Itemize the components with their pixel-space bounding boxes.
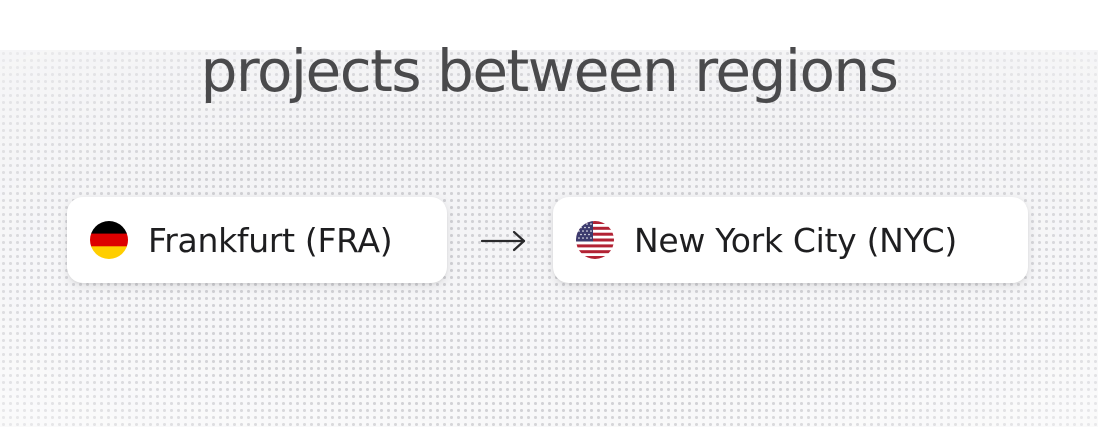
headline: projects between regions [200,37,899,105]
usa-flag-icon [576,221,614,259]
origin-region-label: Frankfurt (FRA) [148,220,393,260]
destination-region-label: New York City (NYC) [634,220,957,260]
germany-flag-icon [90,221,128,259]
origin-region-chip: Frankfurt (FRA) [67,197,447,283]
right-arrow-icon [480,230,526,252]
destination-region-chip: New York City (NYC) [553,197,1028,283]
